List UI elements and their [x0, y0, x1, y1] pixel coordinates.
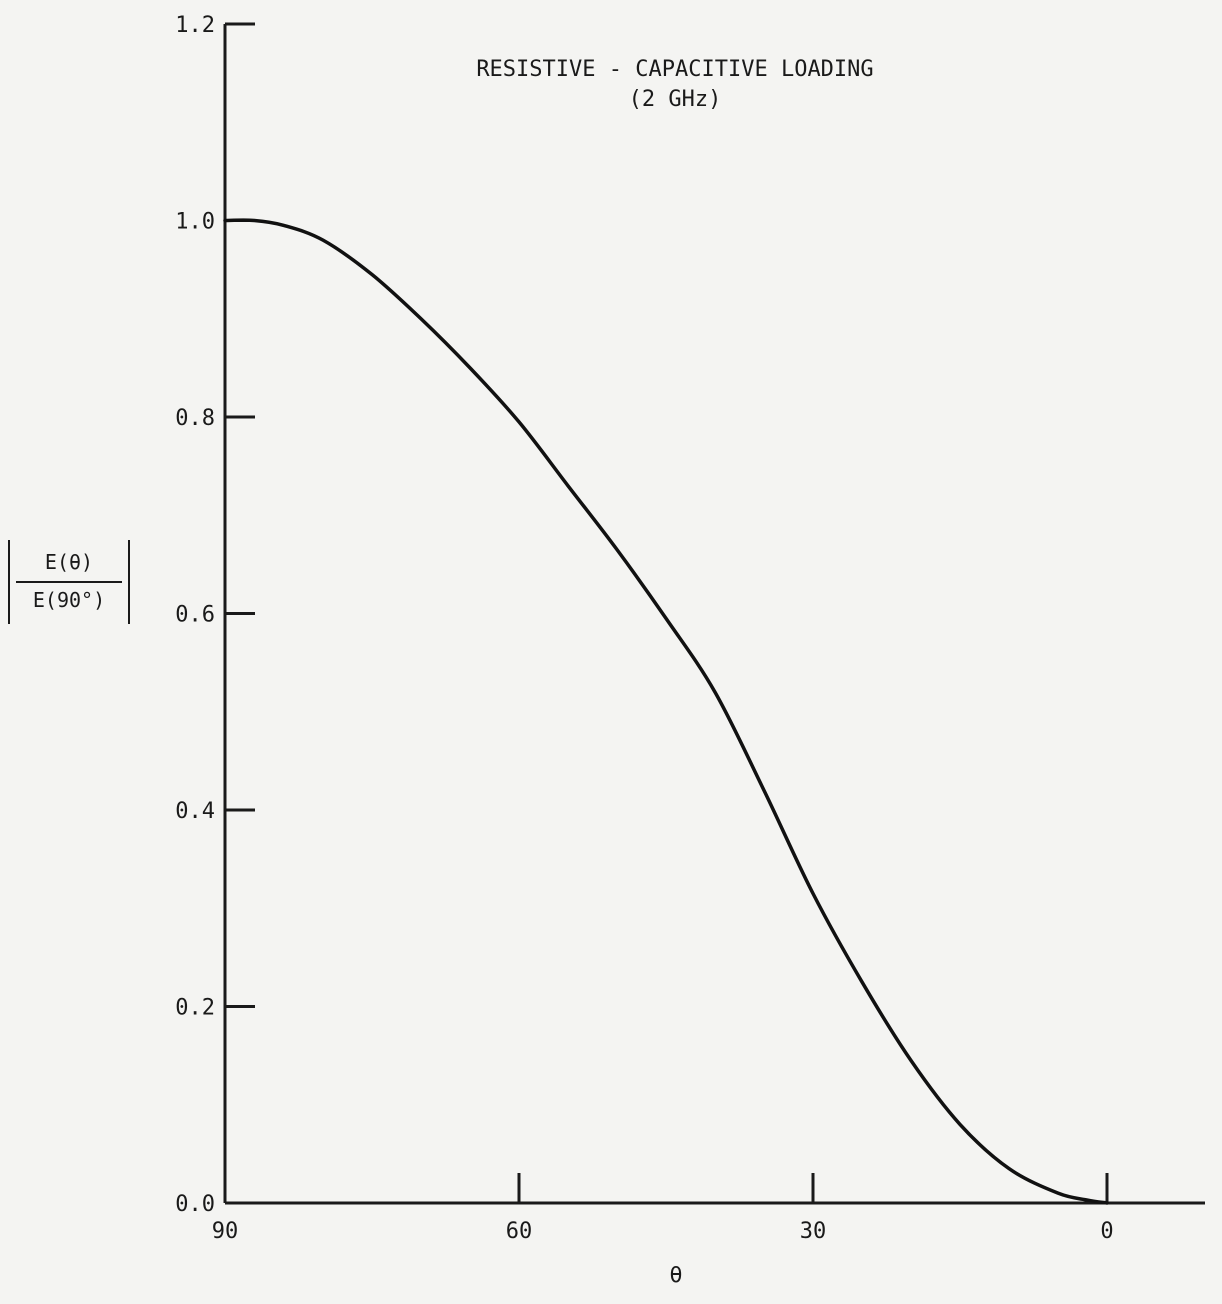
- y-label-denominator: E(90°): [32, 588, 106, 612]
- y-tick-label: 0.0: [175, 1192, 215, 1217]
- y-tick-label: 0.8: [175, 406, 215, 431]
- y-label-numerator: E(θ): [44, 550, 94, 574]
- y-tick-label: 1.0: [175, 210, 215, 235]
- x-tick-label: 30: [800, 1219, 827, 1244]
- y-tick-label: 0.4: [175, 799, 215, 824]
- y-tick-label: 1.2: [175, 13, 215, 38]
- y-tick-label: 0.6: [175, 603, 215, 628]
- axes: [223, 24, 1205, 1205]
- y-label-fraction-line: [16, 581, 122, 583]
- ticks: 0.0 0.2 0.4 0.6 0.8 1.0 1.2 90 60 30 0: [175, 13, 1113, 1244]
- abs-bar-right: [128, 540, 130, 624]
- y-tick-label: 0.2: [175, 996, 215, 1021]
- x-tick-label: 90: [212, 1219, 239, 1244]
- x-axis-label: θ: [669, 1263, 682, 1288]
- chart-title: RESISTIVE - CAPACITIVE LOADING: [476, 57, 873, 82]
- x-tick-label: 60: [506, 1219, 533, 1244]
- series-line: [223, 218, 1109, 1205]
- series-group: [223, 218, 1109, 1205]
- chart-subtitle: (2 GHz): [629, 87, 722, 112]
- abs-bar-left: [8, 540, 10, 624]
- y-axis-label: E(θ) E(90°): [0, 540, 140, 624]
- x-tick-label: 0: [1100, 1219, 1113, 1244]
